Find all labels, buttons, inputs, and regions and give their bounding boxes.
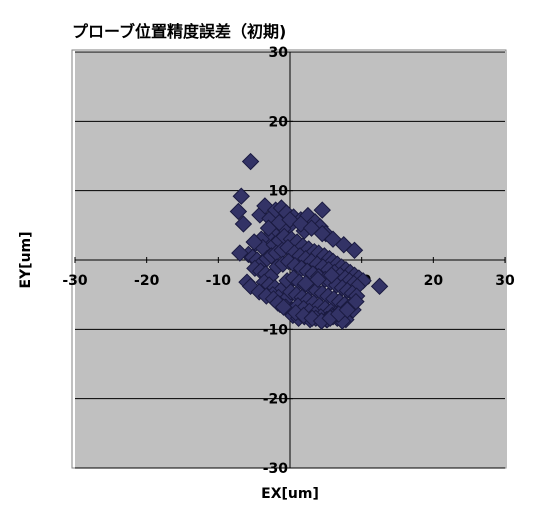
y-axis-title: EY[um] bbox=[18, 231, 34, 288]
y-tick-label: -20 bbox=[263, 392, 289, 408]
x-tick-label: 20 bbox=[424, 273, 444, 289]
y-tick-label: -30 bbox=[263, 461, 289, 477]
x-tick-label: -30 bbox=[62, 273, 88, 289]
y-tick-label: -10 bbox=[263, 322, 289, 338]
y-tick-label: 20 bbox=[269, 114, 289, 130]
y-tick-label: 30 bbox=[269, 45, 289, 61]
x-tick-label: -10 bbox=[206, 273, 232, 289]
x-axis-title: EX[um] bbox=[261, 486, 319, 502]
y-tick-label: 10 bbox=[269, 184, 289, 200]
x-tick-label: -20 bbox=[134, 273, 160, 289]
chart-title: プローブ位置精度誤差（初期) bbox=[72, 22, 286, 41]
x-tick-label: 30 bbox=[495, 273, 515, 289]
